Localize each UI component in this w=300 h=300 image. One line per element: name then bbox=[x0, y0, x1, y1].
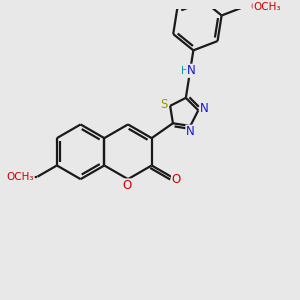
Text: H: H bbox=[181, 66, 188, 76]
Text: N: N bbox=[186, 125, 195, 138]
Text: OCH₃: OCH₃ bbox=[7, 172, 34, 182]
Text: O: O bbox=[250, 2, 259, 12]
Text: O: O bbox=[122, 179, 131, 192]
Text: OCH₃: OCH₃ bbox=[253, 2, 280, 12]
Text: O: O bbox=[172, 173, 181, 186]
Text: N: N bbox=[187, 64, 196, 77]
Text: N: N bbox=[200, 102, 209, 116]
Text: S: S bbox=[160, 98, 167, 111]
Text: O: O bbox=[24, 172, 32, 182]
